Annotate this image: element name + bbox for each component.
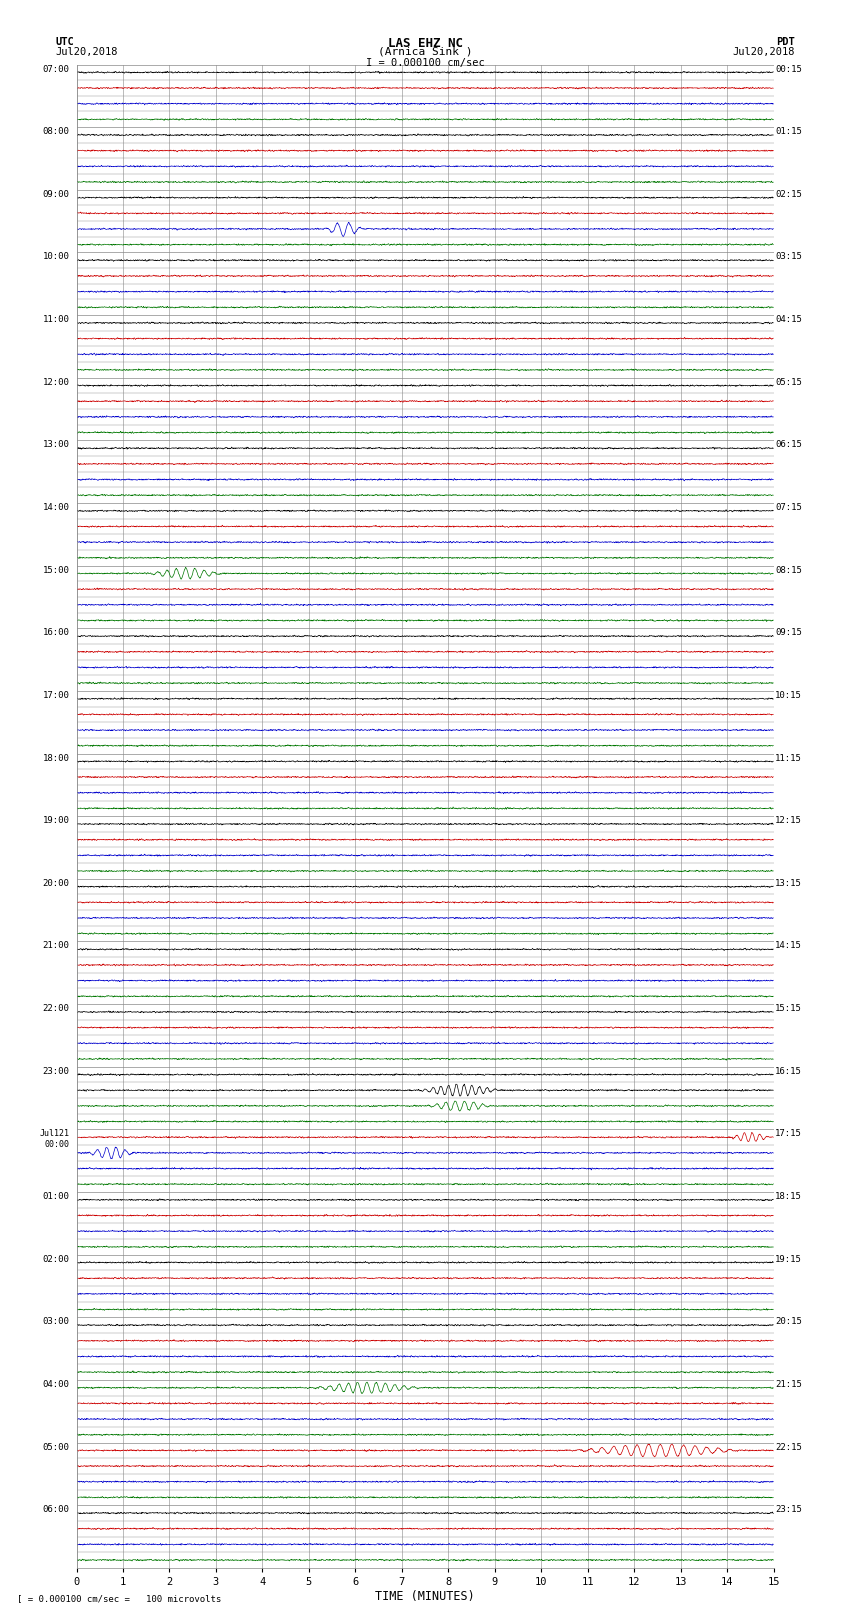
Text: 19:15: 19:15	[775, 1255, 802, 1263]
Text: 16:15: 16:15	[775, 1066, 802, 1076]
Text: Jul20,2018: Jul20,2018	[732, 47, 795, 56]
Text: 20:15: 20:15	[775, 1318, 802, 1326]
Text: 21:15: 21:15	[775, 1379, 802, 1389]
Text: LAS EHZ NC: LAS EHZ NC	[388, 37, 462, 50]
Text: 23:00: 23:00	[42, 1066, 70, 1076]
Text: 06:00: 06:00	[42, 1505, 70, 1515]
Text: (Arnica Sink ): (Arnica Sink )	[377, 47, 473, 56]
Text: Jul20,2018: Jul20,2018	[55, 47, 118, 56]
Text: 05:15: 05:15	[775, 377, 802, 387]
Text: 17:00: 17:00	[42, 690, 70, 700]
Text: 23:15: 23:15	[775, 1505, 802, 1515]
Text: 08:15: 08:15	[775, 566, 802, 574]
Text: 02:00: 02:00	[42, 1255, 70, 1263]
Text: 13:15: 13:15	[775, 879, 802, 887]
Text: 01:15: 01:15	[775, 127, 802, 135]
Text: 14:15: 14:15	[775, 942, 802, 950]
Text: 03:00: 03:00	[42, 1318, 70, 1326]
X-axis label: TIME (MINUTES): TIME (MINUTES)	[375, 1590, 475, 1603]
Text: 09:00: 09:00	[42, 190, 70, 198]
Text: 14:00: 14:00	[42, 503, 70, 511]
Text: 04:15: 04:15	[775, 315, 802, 324]
Text: 21:00: 21:00	[42, 942, 70, 950]
Text: 12:15: 12:15	[775, 816, 802, 826]
Text: 07:00: 07:00	[42, 65, 70, 74]
Text: I = 0.000100 cm/sec: I = 0.000100 cm/sec	[366, 58, 484, 68]
Text: 13:00: 13:00	[42, 440, 70, 450]
Text: 10:15: 10:15	[775, 690, 802, 700]
Text: 18:15: 18:15	[775, 1192, 802, 1202]
Text: 22:15: 22:15	[775, 1442, 802, 1452]
Text: 15:00: 15:00	[42, 566, 70, 574]
Text: 05:00: 05:00	[42, 1442, 70, 1452]
Text: 00:15: 00:15	[775, 65, 802, 74]
Text: 19:00: 19:00	[42, 816, 70, 826]
Text: 18:00: 18:00	[42, 753, 70, 763]
Text: [ = 0.000100 cm/sec =   100 microvolts: [ = 0.000100 cm/sec = 100 microvolts	[17, 1594, 221, 1603]
Text: 09:15: 09:15	[775, 629, 802, 637]
Text: UTC: UTC	[55, 37, 74, 47]
Text: 08:00: 08:00	[42, 127, 70, 135]
Text: 10:00: 10:00	[42, 253, 70, 261]
Text: 11:00: 11:00	[42, 315, 70, 324]
Text: 16:00: 16:00	[42, 629, 70, 637]
Text: Jul121
00:00: Jul121 00:00	[40, 1129, 70, 1148]
Text: 06:15: 06:15	[775, 440, 802, 450]
Text: 07:15: 07:15	[775, 503, 802, 511]
Text: 15:15: 15:15	[775, 1003, 802, 1013]
Text: 04:00: 04:00	[42, 1379, 70, 1389]
Text: 22:00: 22:00	[42, 1003, 70, 1013]
Text: PDT: PDT	[776, 37, 795, 47]
Text: 12:00: 12:00	[42, 377, 70, 387]
Text: 20:00: 20:00	[42, 879, 70, 887]
Text: 03:15: 03:15	[775, 253, 802, 261]
Text: 11:15: 11:15	[775, 753, 802, 763]
Text: 01:00: 01:00	[42, 1192, 70, 1202]
Text: 17:15: 17:15	[775, 1129, 802, 1139]
Text: 02:15: 02:15	[775, 190, 802, 198]
